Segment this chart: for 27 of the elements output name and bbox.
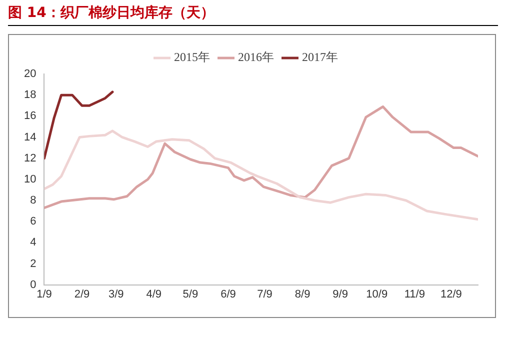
x-tick-label: 2/9 xyxy=(74,288,90,300)
y-tick-label: 10 xyxy=(24,173,36,186)
x-tick-label: 8/9 xyxy=(294,288,310,300)
x-tick-label: 12/9 xyxy=(440,288,462,300)
y-tick-label: 12 xyxy=(24,152,36,164)
y-tick-label: 4 xyxy=(30,236,36,249)
x-tick-label: 7/9 xyxy=(257,288,272,300)
x-tick-label: 3/9 xyxy=(108,288,124,300)
x-tick-label: 6/9 xyxy=(220,288,236,300)
x-tick-label: 1/9 xyxy=(36,288,52,300)
x-tick-label: 4/9 xyxy=(146,288,162,300)
y-tick-label: 0 xyxy=(30,278,36,291)
x-tick-label: 11/9 xyxy=(404,288,425,300)
y-tick-label: 20 xyxy=(24,68,36,80)
x-tick-label: 9/9 xyxy=(332,288,348,300)
y-tick-label: 14 xyxy=(24,131,36,144)
y-tick-label: 8 xyxy=(30,194,36,207)
legend-label: 2017年 xyxy=(302,50,338,64)
y-tick-label: 18 xyxy=(24,89,36,102)
legend-label: 2016年 xyxy=(238,50,274,64)
x-tick-label: 5/9 xyxy=(182,288,198,300)
y-tick-label: 16 xyxy=(24,110,36,122)
legend-label: 2015年 xyxy=(174,50,210,64)
y-tick-label: 2 xyxy=(30,258,36,270)
x-tick-label: 10/9 xyxy=(366,288,388,300)
y-tick-label: 6 xyxy=(30,216,36,228)
chart-title: 图 14：织厂棉纱日均库存（天） xyxy=(8,4,498,26)
